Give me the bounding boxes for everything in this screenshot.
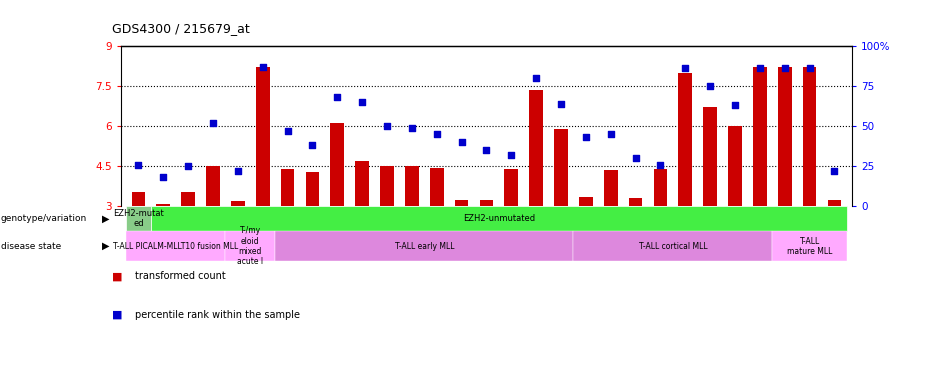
Text: EZH2-mutat
ed: EZH2-mutat ed [113, 209, 164, 228]
Bar [703, 108, 717, 206]
Text: genotype/variation: genotype/variation [1, 214, 88, 223]
Bar [479, 200, 493, 206]
Bar [803, 68, 816, 206]
Text: T-ALL early MLL: T-ALL early MLL [395, 242, 454, 251]
Bar [679, 73, 692, 206]
Text: T-ALL cortical MLL: T-ALL cortical MLL [639, 242, 708, 251]
Text: T-ALL PICALM-MLLT10 fusion MLL: T-ALL PICALM-MLLT10 fusion MLL [113, 242, 238, 251]
Bar [126, 206, 151, 232]
Text: ▶: ▶ [102, 241, 110, 251]
Text: GDS4300 / 215679_at: GDS4300 / 215679_at [112, 22, 250, 35]
Bar [530, 90, 543, 206]
Point [155, 174, 170, 180]
Bar [131, 192, 145, 206]
Point [728, 102, 743, 108]
Bar [405, 166, 419, 206]
Point [206, 120, 221, 126]
Point [578, 134, 593, 141]
Point [429, 131, 444, 137]
Point [827, 168, 842, 174]
Point [603, 131, 618, 137]
Text: disease state: disease state [1, 242, 61, 251]
Point [131, 162, 146, 169]
Point [454, 139, 469, 145]
Point [181, 163, 196, 169]
Bar [305, 172, 319, 206]
Text: transformed count: transformed count [135, 271, 225, 281]
Point [529, 75, 544, 81]
Bar [182, 192, 195, 206]
Point [752, 65, 767, 71]
Bar [430, 167, 443, 206]
Point [703, 83, 718, 89]
Bar [225, 232, 276, 261]
Bar [356, 161, 369, 206]
Bar [778, 68, 791, 206]
Text: ■: ■ [112, 310, 122, 320]
Text: percentile rank within the sample: percentile rank within the sample [135, 310, 300, 320]
Bar [753, 68, 767, 206]
Point [330, 94, 344, 100]
Bar [276, 232, 573, 261]
Bar [654, 169, 668, 206]
Point [777, 65, 792, 71]
Point [404, 125, 419, 131]
Bar [728, 126, 742, 206]
Point [803, 65, 817, 71]
Text: T-ALL
mature MLL: T-ALL mature MLL [787, 237, 832, 256]
Bar [505, 169, 519, 206]
Bar [380, 166, 394, 206]
Bar [828, 200, 842, 206]
Bar [126, 232, 225, 261]
Bar [281, 169, 294, 206]
Point [280, 128, 295, 134]
Point [355, 99, 370, 105]
Bar [773, 232, 847, 261]
Bar [231, 201, 245, 206]
Point [255, 64, 270, 70]
Text: T-/my
eloid
mixed
acute l: T-/my eloid mixed acute l [237, 226, 263, 266]
Bar [554, 129, 568, 206]
Bar [454, 200, 468, 206]
Bar [573, 232, 773, 261]
Bar [628, 198, 642, 206]
Point [653, 162, 668, 168]
Text: EZH2-unmutated: EZH2-unmutated [463, 214, 535, 223]
Point [554, 101, 569, 107]
Bar [256, 68, 270, 206]
Bar [206, 166, 220, 206]
Point [628, 155, 643, 161]
Point [504, 152, 519, 158]
Text: ▶: ▶ [102, 214, 110, 224]
Point [305, 142, 320, 149]
Point [479, 147, 494, 153]
Point [380, 123, 395, 129]
Point [230, 168, 245, 174]
Bar [156, 204, 170, 206]
Bar [604, 170, 617, 206]
Bar [579, 197, 593, 206]
Bar [331, 124, 344, 206]
Text: ■: ■ [112, 271, 122, 281]
Point [678, 65, 693, 71]
